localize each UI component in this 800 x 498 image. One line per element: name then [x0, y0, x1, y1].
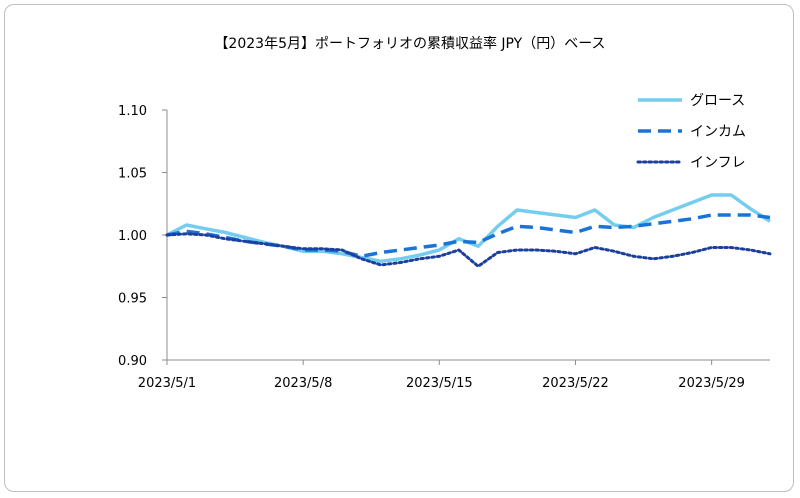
- axes: 1.10 1.05 1.00 0.95 0.90 2023/5/1 2023/5/8 2023…: [118, 104, 770, 391]
- series-line-1: [166, 193, 771, 264]
- y-tick-label: 1.00: [118, 229, 147, 244]
- y-tick-label: 1.05: [118, 167, 147, 182]
- x-tick-label: 2023/5/29: [678, 376, 745, 391]
- chart-frame: [4, 4, 794, 492]
- series-layer: [165, 193, 772, 268]
- legend-label-1: グロース: [690, 93, 745, 109]
- series-line-3: [165, 232, 772, 268]
- x-tick-label: 2023/5/22: [542, 376, 609, 391]
- x-tick-label: 2023/5/1: [138, 376, 196, 391]
- y-tick-label: 0.90: [118, 354, 147, 369]
- y-tick-label: 1.10: [118, 104, 147, 119]
- x-tick-label: 2023/5/15: [406, 376, 473, 391]
- x-tick-label: 2023/5/8: [274, 376, 332, 391]
- y-tick-label: 0.95: [118, 292, 147, 307]
- legend-label-3: インフレ: [690, 155, 746, 171]
- series-line-2: [166, 213, 771, 259]
- chart-title: 【2023年5月】ポートフォリオの累積収益率 JPY（円）ベース: [214, 35, 605, 52]
- legend-label-2: インカム: [690, 124, 746, 140]
